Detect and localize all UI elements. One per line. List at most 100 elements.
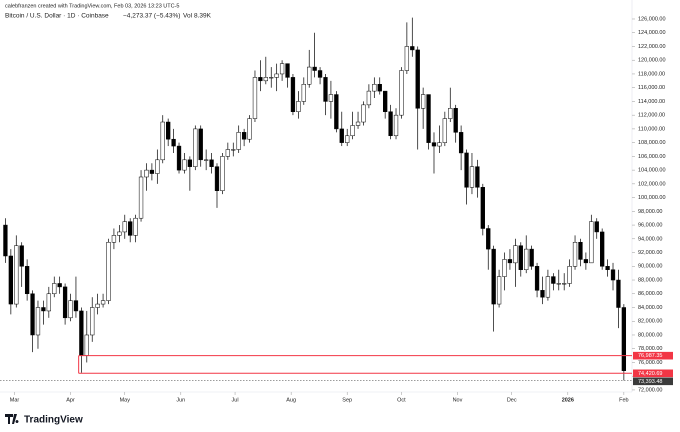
candle-body <box>350 125 355 137</box>
y-tick-label: 72,000.00 <box>638 387 662 393</box>
candle-body <box>106 241 111 301</box>
y-tick-label: 94,000.00 <box>638 236 662 242</box>
candle-body <box>166 121 171 140</box>
candle-body <box>263 77 268 82</box>
y-tick-label: 102,000.00 <box>638 181 666 187</box>
candle-body <box>182 159 187 171</box>
y-tick-label: 80,000.00 <box>638 332 662 338</box>
candle-body <box>567 266 572 284</box>
candle-body <box>90 307 95 336</box>
candle-body <box>529 248 534 267</box>
candle-body <box>415 49 420 109</box>
candle-body <box>231 149 236 151</box>
candle-body <box>578 241 583 260</box>
candle-body <box>198 128 203 161</box>
candle-body <box>79 310 84 356</box>
candle-body <box>616 279 621 308</box>
candle-body <box>247 118 252 140</box>
change: −4,273.37 (−5.43%) <box>123 13 180 20</box>
y-tick-label: 106,000.00 <box>638 154 666 160</box>
candle-body <box>328 94 334 102</box>
candle-body <box>453 108 458 133</box>
candle-body <box>491 248 496 305</box>
x-tick-label: Jun <box>176 397 185 403</box>
candle-body <box>171 138 176 147</box>
candle-body <box>562 283 567 285</box>
candle-body <box>3 224 8 257</box>
candle-body <box>269 77 274 79</box>
candle-body <box>534 266 540 291</box>
candle-body <box>149 169 155 174</box>
candle-body <box>556 283 561 285</box>
symbol: Bitcoin / U.S. Dollar · 1D · Coinbase <box>5 13 109 20</box>
candle-body <box>594 221 599 233</box>
y-tick-label: 84,000.00 <box>638 305 662 311</box>
y-tick-label: 92,000.00 <box>638 250 662 256</box>
y-tick-label: 96,000.00 <box>638 223 662 229</box>
candle-body <box>621 307 627 371</box>
candle-body <box>442 118 447 143</box>
brand-logo <box>5 414 19 424</box>
y-tick-label: 122,000.00 <box>638 44 666 50</box>
candle-body <box>95 303 100 308</box>
candle-body <box>241 132 247 140</box>
candle-body <box>410 46 415 51</box>
candle-body <box>117 231 122 236</box>
y-tick-label: 124,000.00 <box>638 30 666 36</box>
candle-body <box>203 159 209 161</box>
candle-body <box>279 63 285 75</box>
candle-body <box>480 187 485 229</box>
candle-body <box>605 266 610 270</box>
candle-body <box>589 221 594 264</box>
y-tick-label: 100,000.00 <box>638 195 666 201</box>
candle-body <box>388 111 393 137</box>
candle-body <box>225 149 230 157</box>
y-tick-label: 120,000.00 <box>638 58 666 64</box>
level-label: 73,393.48 <box>638 379 662 385</box>
candle-body <box>600 231 605 267</box>
candles <box>3 17 627 381</box>
candle-body <box>323 77 328 102</box>
candle-body <box>307 66 312 85</box>
candle-body <box>144 169 149 178</box>
candle-body <box>41 307 46 312</box>
x-tick-label: Aug <box>286 397 296 403</box>
candle-body <box>431 142 437 147</box>
candle-body <box>14 245 19 305</box>
y-tick-label: 78,000.00 <box>638 346 662 352</box>
candle-body <box>35 307 41 336</box>
candle-body <box>128 221 133 236</box>
candle-body <box>100 300 106 305</box>
y-tick-label: 98,000.00 <box>638 209 662 215</box>
candle-body <box>334 94 339 130</box>
candle-body <box>312 66 317 71</box>
candle-body <box>496 276 502 305</box>
candle-body <box>155 159 160 174</box>
candle-body <box>274 73 279 78</box>
volume-label: Vol <box>183 13 193 20</box>
candle-body <box>209 159 214 167</box>
candle-body <box>252 77 258 119</box>
candle-body <box>469 166 475 188</box>
y-tick-label: 76,000.00 <box>638 360 662 366</box>
y-tick-label: 114,000.00 <box>638 99 665 105</box>
candle-body <box>355 121 361 126</box>
candle-body <box>507 259 513 264</box>
x-tick-label: Nov <box>453 397 463 403</box>
x-tick-label: Dec <box>507 397 517 403</box>
candle-body <box>572 241 578 267</box>
candle-body <box>8 255 13 305</box>
level-label: 74,420.69 <box>638 371 662 377</box>
x-tick-label: Sep <box>342 397 352 403</box>
y-tick-label: 112,000.00 <box>638 113 665 119</box>
candle-body <box>236 132 241 150</box>
candle-body <box>73 300 79 312</box>
candle-body <box>301 84 306 102</box>
candle-body <box>399 70 404 116</box>
y-tick-label: 90,000.00 <box>638 264 662 270</box>
candle-body <box>187 159 193 167</box>
candle-body <box>52 283 57 295</box>
candle-body <box>111 235 117 243</box>
